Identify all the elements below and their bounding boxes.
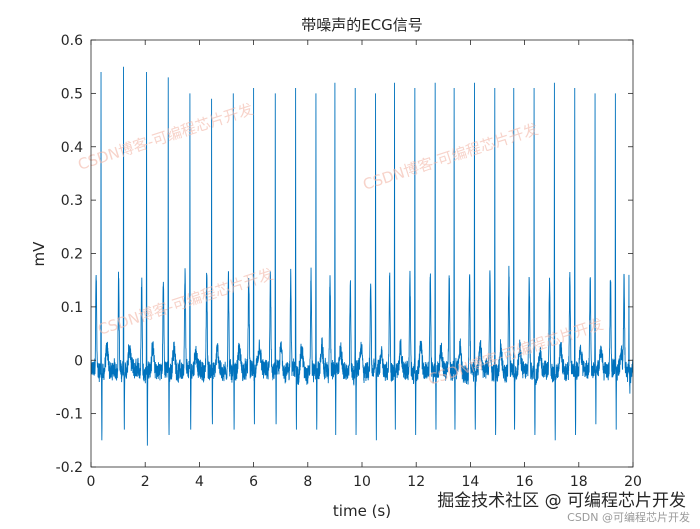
x-tick-label: 6 — [249, 474, 258, 490]
x-tick-label: 12 — [407, 474, 425, 490]
y-tick-label: 0.3 — [61, 193, 83, 209]
x-axis-label: time (s) — [333, 502, 391, 520]
y-tick-label: 0.2 — [61, 247, 83, 263]
x-tick-label: 0 — [87, 474, 96, 490]
y-tick-label: 0.6 — [61, 33, 83, 49]
y-axis-label: mV — [30, 241, 48, 267]
footer-watermark: 掘金技术社区 @ 可编程芯片开发 — [437, 486, 686, 511]
footer-credit: CSDN @可编程芯片开发 — [567, 509, 690, 525]
chart-title: 带噪声的ECG信号 — [301, 16, 423, 34]
x-tick-label: 10 — [353, 474, 371, 490]
chart-svg: 带噪声的ECG信号 time (s) mV CSDN博客-可编程芯片开发 CSDN… — [0, 0, 700, 525]
y-tick-label: -0.2 — [56, 460, 83, 476]
y-tick-label: -0.1 — [56, 407, 83, 423]
x-tick-label: 2 — [141, 474, 150, 490]
y-tick-label: 0 — [74, 353, 83, 369]
y-tick-label: 0.4 — [61, 140, 83, 156]
y-tick-label: 0.5 — [61, 86, 83, 102]
y-tick-label: 0.1 — [61, 300, 83, 316]
chart: 带噪声的ECG信号 time (s) mV CSDN博客-可编程芯片开发 CSDN… — [0, 0, 700, 525]
x-tick-label: 8 — [303, 474, 312, 490]
x-tick-label: 4 — [195, 474, 204, 490]
